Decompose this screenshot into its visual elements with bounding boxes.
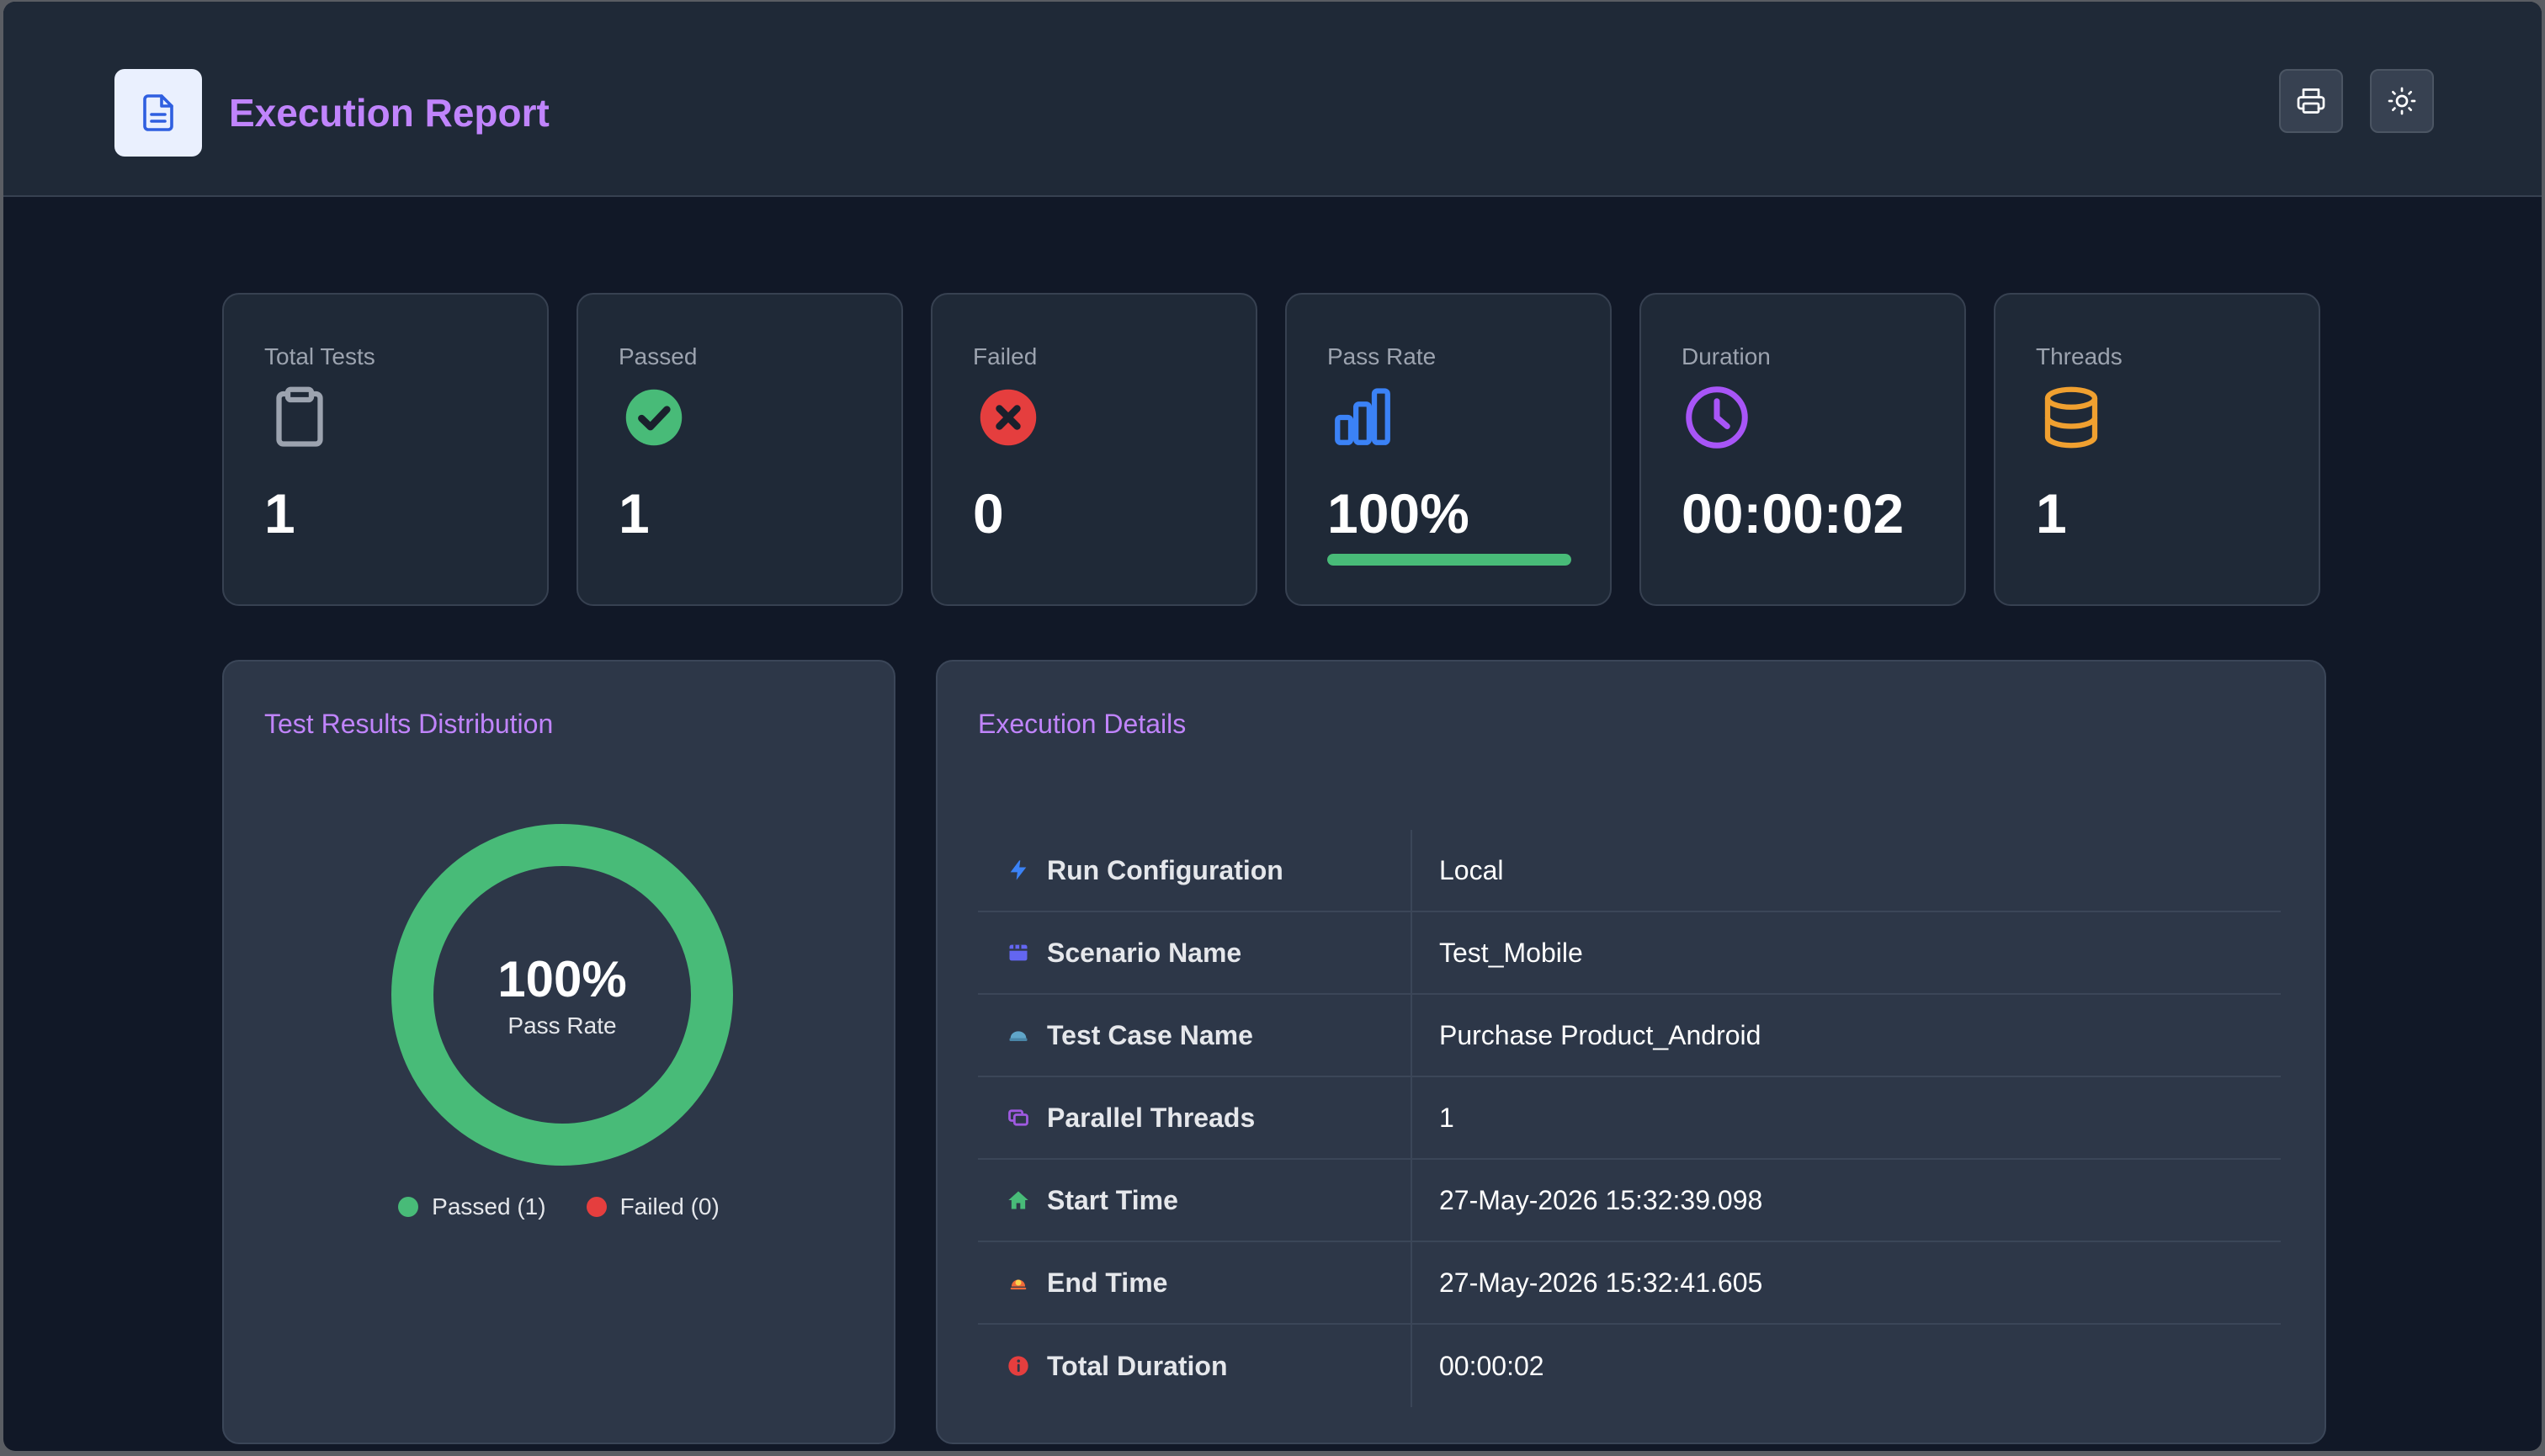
table-row: Parallel Threads 1 (978, 1077, 2281, 1160)
stat-label: Threads (2036, 343, 2123, 369)
stat-card-pass-rate: Pass Rate 100% (1285, 293, 1612, 606)
bar-chart-icon (1327, 382, 1398, 453)
home-icon (1007, 1188, 1030, 1212)
donut-pass-rate: 100% (497, 951, 627, 1007)
stat-label: Total Tests (264, 343, 375, 369)
row-value: Purchase Product_Android (1439, 1019, 1761, 1050)
table-row: Scenario Name Test_Mobile (978, 912, 2281, 995)
donut-slice-passed[interactable] (391, 824, 733, 1166)
row-key: Run Configuration (978, 830, 1412, 911)
theme-toggle-button[interactable] (2370, 69, 2434, 133)
row-key: End Time (978, 1242, 1412, 1323)
cap-icon (1007, 1023, 1030, 1047)
legend-label: Failed (0) (619, 1193, 720, 1220)
sun-icon (2388, 87, 2416, 115)
table-row: Run Configuration Local (978, 830, 2281, 912)
stat-label: Pass Rate (1327, 343, 1437, 369)
stat-label: Failed (973, 343, 1038, 369)
row-key: Test Case Name (978, 995, 1412, 1076)
row-value: 27-May-2026 15:32:41.605 (1439, 1267, 1763, 1298)
donut-pass-rate-label: Pass Rate (507, 1012, 617, 1039)
row-value: Local (1439, 854, 1504, 885)
legend-swatch (398, 1197, 419, 1217)
sunset-icon (1007, 1271, 1030, 1294)
stat-value: 1 (619, 482, 650, 545)
stat-value: 1 (264, 482, 295, 545)
print-button[interactable] (2279, 69, 2343, 133)
execution-details-title: Execution Details (978, 709, 1187, 739)
pass-rate-progress-fill (1327, 554, 1571, 566)
table-row: Total Duration 00:00:02 (978, 1325, 2281, 1407)
report-window: Execution Report Total Tests (3, 2, 2542, 1451)
chart-legend: Passed (1) Failed (0) (224, 1193, 894, 1220)
distribution-panel: Test Results Distribution 100% Pass Rate… (222, 660, 895, 1444)
legend-item-failed[interactable]: Failed (0) (586, 1193, 720, 1220)
stat-card-threads: Threads 1 (1994, 293, 2320, 606)
row-key: Total Duration (978, 1325, 1412, 1407)
layers-icon (1007, 1106, 1030, 1129)
row-key-label: Total Duration (1047, 1350, 1228, 1381)
execution-details-panel: Execution Details Run Configuration Loca… (936, 660, 2326, 1444)
row-key-label: Test Case Name (1047, 1019, 1253, 1050)
stat-card-total-tests: Total Tests 1 (222, 293, 549, 606)
clock-icon (1682, 382, 1752, 453)
legend-swatch (586, 1197, 607, 1217)
distribution-title: Test Results Distribution (264, 709, 554, 739)
database-icon (2036, 382, 2107, 453)
clipboard-icon (264, 382, 335, 453)
table-row: Test Case Name Purchase Product_Android (978, 995, 2281, 1077)
stat-value: 1 (2036, 482, 2067, 545)
app-logo (114, 69, 202, 157)
row-value: Test_Mobile (1439, 937, 1583, 968)
stat-label: Duration (1682, 343, 1771, 369)
stat-card-duration: Duration 00:00:02 (1639, 293, 1966, 606)
donut-chart: 100% Pass Rate (391, 823, 734, 1166)
film-icon (1007, 941, 1030, 964)
stat-card-failed: Failed 0 (931, 293, 1257, 606)
stat-label: Passed (619, 343, 698, 369)
row-key-label: End Time (1047, 1267, 1168, 1298)
stat-value: 00:00:02 (1682, 482, 1905, 545)
row-value: 00:00:02 (1439, 1350, 1544, 1381)
printer-icon (2297, 88, 2325, 114)
donut-svg (391, 824, 733, 1166)
check-circle-icon (619, 382, 689, 453)
stat-card-passed: Passed 1 (576, 293, 903, 606)
table-row: Start Time 27-May-2026 15:32:39.098 (978, 1160, 2281, 1242)
donut-center: 100% Pass Rate (391, 823, 734, 1166)
legend-item-passed[interactable]: Passed (1) (398, 1193, 546, 1220)
row-value: 27-May-2026 15:32:39.098 (1439, 1184, 1763, 1215)
row-value: 1 (1439, 1102, 1454, 1133)
stat-value: 100% (1327, 482, 1469, 545)
row-key-label: Start Time (1047, 1184, 1178, 1215)
row-key-label: Run Configuration (1047, 854, 1283, 885)
legend-label: Passed (1) (432, 1193, 546, 1220)
header: Execution Report (3, 2, 2542, 197)
bolt-icon (1007, 858, 1030, 882)
details-table: Run Configuration Local Scenario Name Te… (978, 830, 2281, 1407)
row-key-label: Scenario Name (1047, 937, 1242, 968)
page-title: Execution Report (229, 91, 550, 135)
row-key: Scenario Name (978, 912, 1412, 993)
row-key: Start Time (978, 1160, 1412, 1241)
pass-rate-progress (1327, 554, 1571, 566)
x-circle-icon (973, 382, 1044, 453)
stat-value: 0 (973, 482, 1004, 545)
table-row: End Time 27-May-2026 15:32:41.605 (978, 1242, 2281, 1325)
row-key: Parallel Threads (978, 1077, 1412, 1158)
row-key-label: Parallel Threads (1047, 1102, 1256, 1133)
document-icon (143, 94, 173, 131)
info-icon (1007, 1354, 1030, 1378)
